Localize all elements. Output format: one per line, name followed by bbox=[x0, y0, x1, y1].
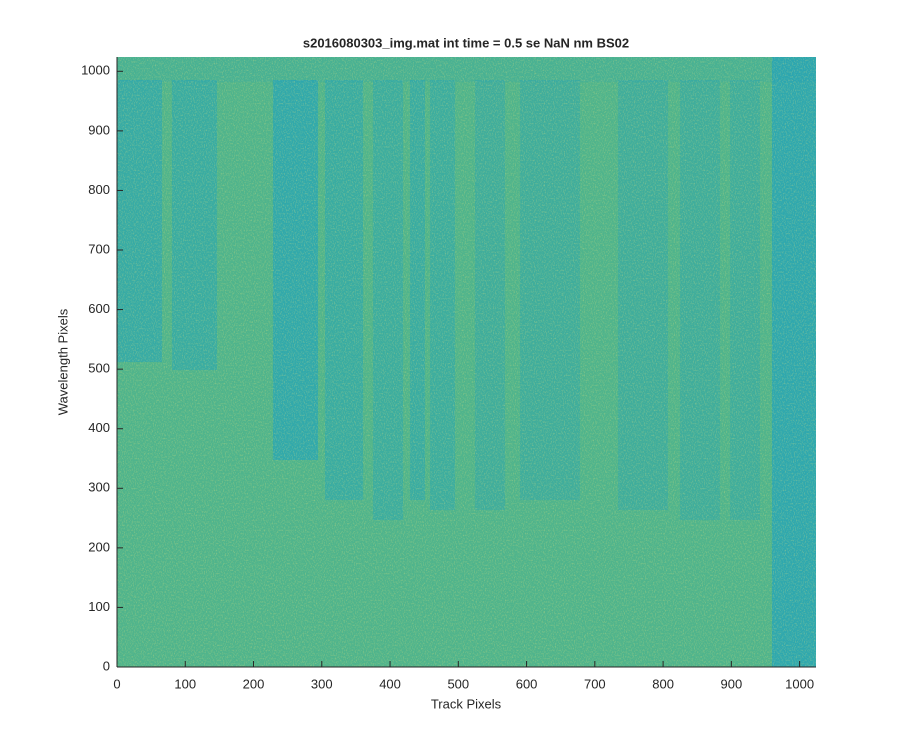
x-tick-label: 600 bbox=[516, 676, 538, 691]
y-axis-label: Wavelength Pixels bbox=[55, 308, 70, 415]
y-tick-label: 400 bbox=[88, 420, 110, 435]
x-tick-label: 300 bbox=[311, 676, 333, 691]
y-tick-label: 700 bbox=[88, 241, 110, 256]
x-tick-label: 200 bbox=[243, 676, 265, 691]
y-tick-label: 500 bbox=[88, 361, 110, 376]
x-tick-label: 700 bbox=[584, 676, 606, 691]
y-tick-label: 100 bbox=[88, 599, 110, 614]
chart-title: s2016080303_img.mat int time = 0.5 se Na… bbox=[303, 35, 629, 50]
x-tick-label: 100 bbox=[174, 676, 196, 691]
y-tick-label: 800 bbox=[88, 182, 110, 197]
y-tick-label: 200 bbox=[88, 539, 110, 554]
x-tick-label: 0 bbox=[113, 676, 120, 691]
x-tick-label: 900 bbox=[721, 676, 743, 691]
x-tick-label: 800 bbox=[652, 676, 674, 691]
x-tick-label: 500 bbox=[447, 676, 469, 691]
y-tick-label: 300 bbox=[88, 480, 110, 495]
image-noise bbox=[117, 57, 816, 667]
y-tick-label: 1000 bbox=[81, 63, 110, 78]
y-tick-label: 900 bbox=[88, 122, 110, 137]
x-tick-label: 400 bbox=[379, 676, 401, 691]
y-tick-label: 600 bbox=[88, 301, 110, 316]
image bbox=[117, 57, 816, 667]
x-tick-label: 1000 bbox=[785, 676, 814, 691]
y-tick-label: 0 bbox=[103, 658, 110, 673]
x-axis-label: Track Pixels bbox=[431, 696, 502, 711]
